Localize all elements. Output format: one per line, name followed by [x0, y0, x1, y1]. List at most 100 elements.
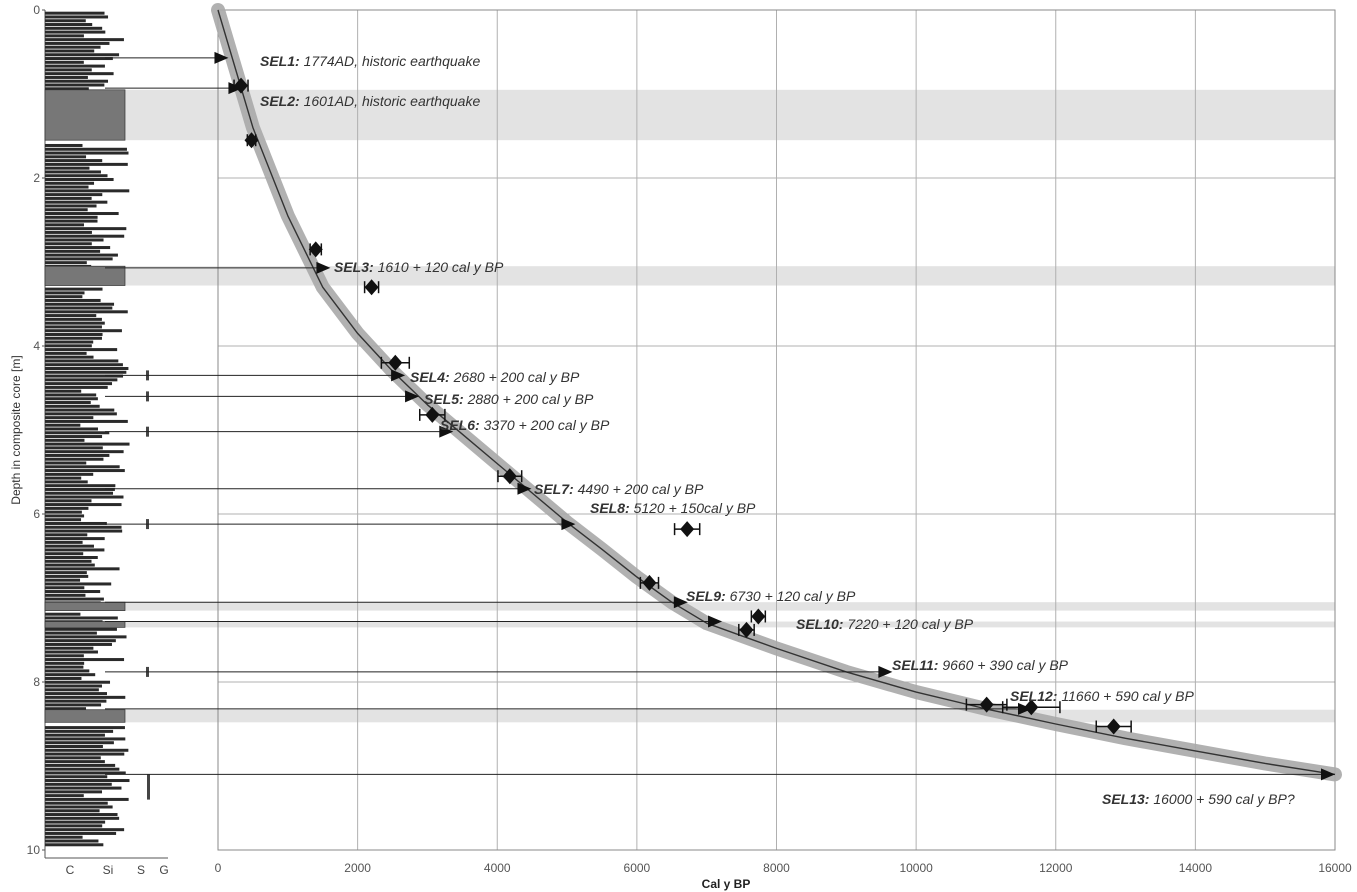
lith-bed [45, 786, 122, 790]
event-label: SEL1: 1774AD, historic earthquake [260, 53, 480, 69]
lith-bed [45, 563, 95, 567]
lith-bed [45, 839, 99, 843]
event-layer-bands [45, 89, 1335, 723]
lith-bed [45, 246, 111, 250]
lith-bed [45, 34, 84, 38]
y-tick-label: 4 [33, 339, 40, 353]
lith-bed [45, 178, 114, 181]
event-id: SEL7: [534, 481, 578, 497]
lith-bed [45, 404, 100, 408]
lith-bed [45, 378, 118, 382]
lith-bed [45, 340, 94, 344]
lith-event-bed [44, 89, 126, 141]
lith-bed [45, 453, 110, 457]
dated-samples [233, 77, 1132, 735]
lith-bed [45, 261, 87, 265]
lith-bed [45, 204, 97, 208]
lith-bed [45, 503, 122, 507]
lith-bed [45, 19, 86, 23]
lith-bed [45, 193, 103, 197]
lith-bed [45, 287, 103, 291]
lith-bed [45, 495, 124, 499]
lithology-axis-label: S [137, 863, 145, 877]
lithology-axis-label: G [159, 863, 168, 877]
lith-bed [45, 230, 92, 234]
lith-bed [45, 325, 102, 329]
event-age-text: 11660 + 590 cal y BP [1061, 688, 1194, 704]
event-label: SEL9: 6730 + 120 cal y BP [686, 588, 856, 604]
sample-diamond [364, 279, 379, 296]
lith-bed [45, 748, 129, 752]
x-tick-label: 16000 [1318, 861, 1352, 875]
event-label: SEL3: 1610 + 120 cal y BP [334, 259, 504, 275]
sample-diamond [502, 468, 517, 485]
lith-bed [45, 782, 112, 786]
lith-bed [45, 692, 107, 696]
lith-bed [45, 521, 107, 525]
sample-diamond [642, 574, 657, 591]
lith-bed [45, 552, 84, 556]
lith-bed [45, 684, 102, 688]
lith-bed [45, 673, 96, 677]
sample-diamond [979, 696, 994, 713]
lith-bed [45, 306, 113, 310]
lith-bed [45, 695, 126, 699]
lith-bed [45, 729, 114, 733]
lith-bed [45, 435, 103, 439]
y-tick-label: 6 [33, 507, 40, 521]
event-id: SEL4: [410, 369, 454, 385]
lith-bed [45, 397, 98, 401]
lith-bed [45, 639, 116, 643]
lith-bed [45, 49, 95, 53]
x-axis-title: Cal y BP [702, 877, 751, 891]
lith-bed [45, 295, 83, 299]
event-age-text: 1774AD, historic earthquake [304, 53, 481, 69]
x-tick-label: 0 [215, 861, 222, 875]
event-label: SEL11: 9660 + 390 cal y BP [892, 657, 1069, 673]
sample-diamond [308, 241, 323, 258]
lith-bed [45, 650, 98, 654]
lith-bed [45, 574, 89, 578]
event-arrows [105, 51, 1335, 781]
model-line [217, 9, 1336, 776]
x-tick-label: 10000 [899, 861, 933, 875]
lith-bed [45, 174, 108, 178]
event-arrow-head [1321, 768, 1335, 781]
lith-bed [45, 752, 125, 756]
lith-bed [45, 238, 104, 242]
lith-bed [45, 359, 119, 363]
lith-bed [45, 590, 101, 594]
lith-bed [45, 363, 123, 367]
event-id: SEL8: [590, 500, 634, 516]
event-id: SEL5: [424, 391, 468, 407]
event-id: SEL9: [686, 588, 730, 604]
event-labels: SEL1: 1774AD, historic earthquake SEL2: 1… [260, 53, 1295, 807]
lith-bed [45, 367, 129, 370]
lith-bed [45, 484, 116, 488]
sample-diamond [751, 608, 766, 625]
lith-bed [45, 45, 101, 49]
event-arrow-head [561, 518, 576, 531]
lith-bed [45, 79, 109, 83]
lith-bed [45, 745, 103, 748]
event-label: SEL4: 2680 + 200 cal y BP [410, 369, 580, 385]
lith-bed [45, 317, 102, 321]
event-age-text: 6730 + 120 cal y BP [730, 588, 856, 604]
event-label: SEL5: 2880 + 200 cal y BP [424, 391, 594, 407]
lith-bed [45, 185, 89, 189]
lith-bed [45, 249, 101, 253]
lith-bed [45, 726, 125, 730]
event-layer-band [45, 266, 1335, 286]
lith-bed [45, 661, 85, 665]
event-id: SEL13: [1102, 791, 1153, 807]
lith-bed [45, 548, 105, 552]
lith-bed [45, 654, 84, 658]
lith-bed [45, 41, 110, 45]
sample-diamond [1024, 699, 1039, 716]
lith-bed [45, 427, 98, 431]
lith-bed [45, 556, 98, 559]
lith-bed [45, 518, 82, 522]
lith-bed [45, 253, 118, 257]
lith-bed [45, 612, 81, 616]
lith-bed [45, 469, 125, 473]
